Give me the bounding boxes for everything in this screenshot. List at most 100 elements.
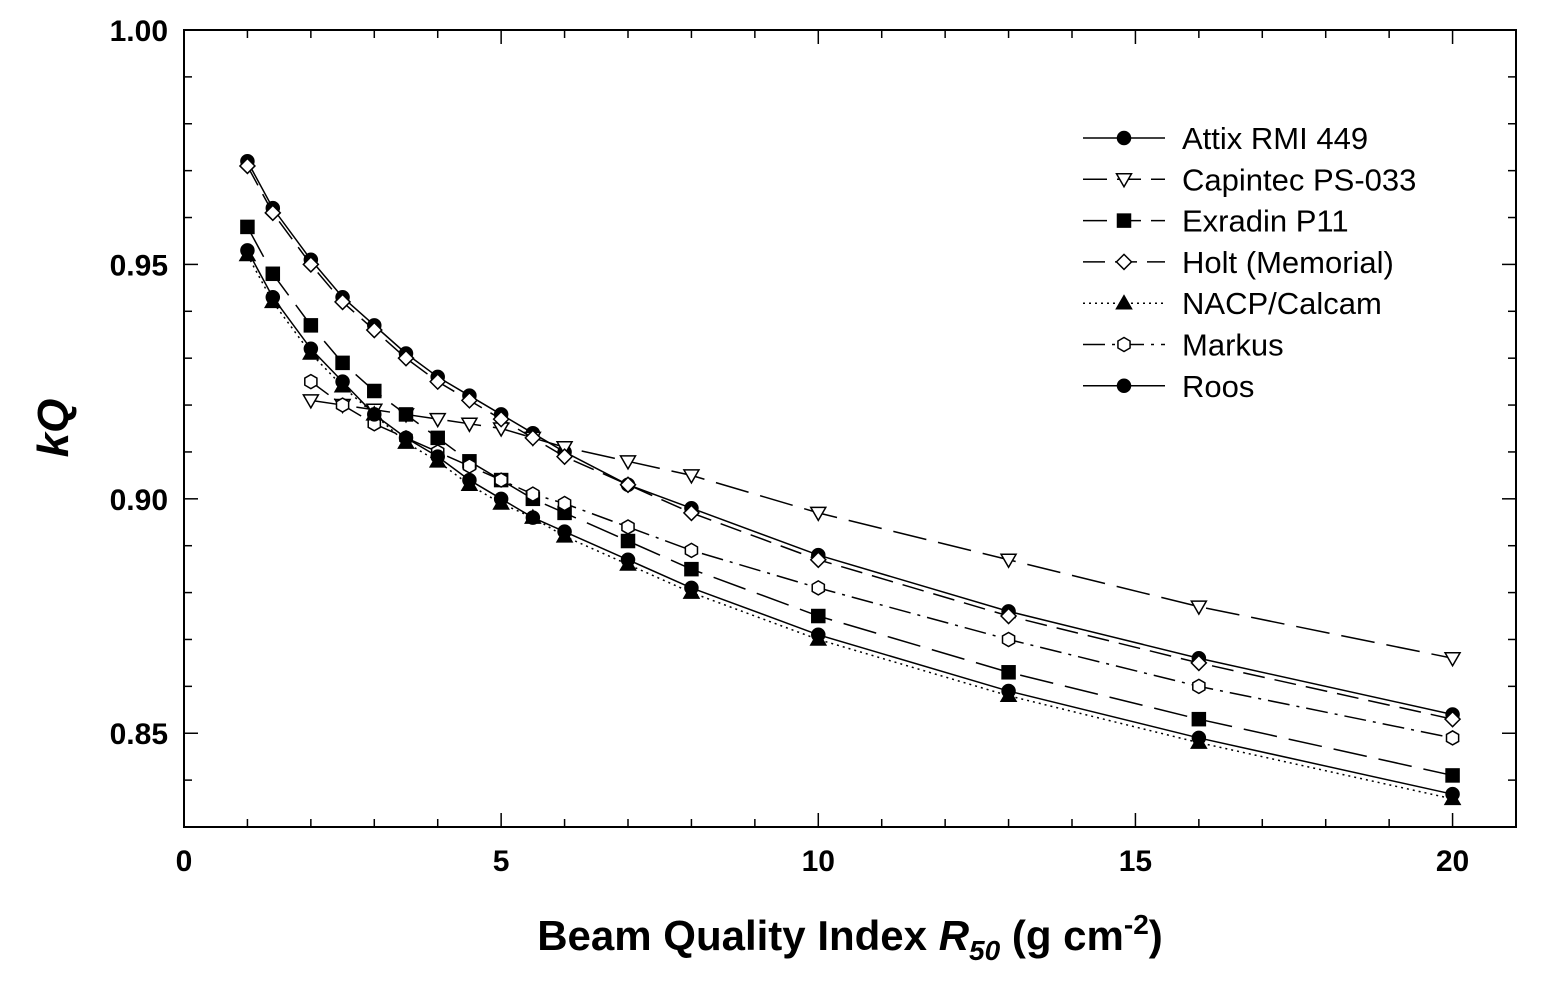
plot-frame (183, 29, 1517, 828)
data-point (429, 373, 447, 391)
series-6 (240, 243, 1460, 802)
data-point (365, 321, 383, 339)
data-point (398, 407, 414, 422)
legend-label: Exradin P11 (1182, 204, 1349, 239)
data-point (462, 472, 477, 488)
legend-marker (1115, 173, 1133, 189)
data-point (1443, 651, 1462, 668)
data-point (430, 430, 445, 446)
data-point (1445, 730, 1460, 746)
data-point (335, 374, 350, 389)
data-point (240, 243, 255, 258)
x-axis-title-sub: 50 (969, 935, 1001, 966)
data-point (265, 289, 281, 305)
data-point (809, 551, 827, 569)
legend-label: NACP/Calcam (1182, 286, 1382, 321)
legend-item: Markus (1083, 328, 1284, 363)
data-point (398, 430, 414, 446)
data-point (1191, 730, 1207, 746)
data-point (684, 561, 699, 577)
data-point (493, 491, 509, 507)
x-axis-title-unit-sup: -2 (1124, 909, 1149, 940)
data-point (1001, 683, 1016, 699)
data-point (1000, 607, 1018, 625)
legend-marker (1115, 253, 1133, 271)
data-point (682, 469, 701, 485)
data-point (1190, 600, 1208, 616)
data-point (999, 553, 1018, 569)
legend-label: Markus (1182, 328, 1284, 363)
data-point (557, 495, 572, 512)
data-point (238, 157, 256, 175)
data-point (1192, 678, 1206, 695)
data-point (460, 391, 478, 409)
series-5 (304, 373, 1460, 746)
data-point (682, 504, 700, 522)
x-axis-title: Beam Quality Index R50 (g cm-2) (537, 909, 1163, 966)
y-axis-title-q: Q (29, 399, 78, 433)
legend-label: Attix RMI 449 (1182, 121, 1368, 156)
legend-marker (1116, 378, 1132, 394)
data-point (1190, 654, 1208, 672)
x-tick-label: 0 (176, 845, 193, 878)
y-tick-label: 0.95 (110, 249, 168, 282)
data-point (811, 627, 826, 643)
legend-item: Attix RMI 449 (1083, 121, 1368, 156)
x-axis-title-unit-pre: (g cm (1000, 912, 1124, 959)
data-point (524, 429, 542, 447)
legend-item: Capintec PS-033 (1083, 162, 1416, 197)
data-point (335, 397, 350, 413)
series-layer (238, 154, 1462, 806)
legend-label: Roos (1182, 369, 1254, 404)
legend-marker (1115, 294, 1133, 310)
data-point (525, 510, 541, 525)
y-tick-label: 1.00 (110, 15, 168, 48)
data-point (811, 608, 826, 624)
legend-label: Capintec PS-033 (1182, 162, 1416, 197)
data-point (619, 455, 637, 471)
legend-marker (1116, 130, 1132, 146)
data-point (1445, 768, 1460, 783)
data-point (620, 552, 636, 568)
data-point (492, 410, 510, 428)
data-point (264, 204, 282, 222)
series-line (246, 226, 1453, 777)
data-point (335, 355, 350, 371)
legend-marker (1117, 336, 1131, 353)
data-point (462, 458, 477, 474)
data-point (240, 219, 255, 235)
data-point (1445, 786, 1460, 802)
series-line (310, 399, 1453, 659)
data-point (334, 293, 352, 311)
data-point (302, 394, 320, 410)
series-3 (238, 157, 1462, 728)
data-point (367, 407, 382, 422)
data-point (1191, 711, 1207, 727)
data-point (304, 373, 318, 390)
legend-label: Holt (Memorial) (1182, 245, 1394, 280)
axis-ticks (183, 29, 1517, 828)
data-point (556, 448, 574, 466)
data-point (684, 580, 699, 596)
series-line (310, 381, 1453, 739)
data-point (460, 417, 479, 433)
y-tick-label: 0.90 (110, 484, 168, 517)
data-point (428, 412, 447, 429)
legend: Attix RMI 449 Capintec PS-033 Exradin P11 H… (1083, 121, 1416, 404)
x-axis-title-var: R (939, 912, 970, 959)
tick-labels: 0 5 10 15 20 0.85 0.90 0.95 1.00 (110, 15, 1470, 878)
data-point (811, 580, 826, 596)
legend-item: NACP/Calcam (1083, 286, 1382, 321)
series-0 (240, 154, 1460, 722)
data-point (557, 524, 572, 539)
y-axis-title-k: k (29, 430, 78, 457)
data-point (303, 318, 319, 333)
data-point (619, 476, 637, 494)
data-point (494, 472, 508, 488)
legend-marker (1116, 213, 1132, 228)
x-tick-label: 20 (1436, 845, 1469, 878)
legend-item: Exradin P11 (1083, 204, 1349, 239)
data-point (1001, 631, 1016, 648)
x-axis-title-unit-post: ) (1149, 912, 1163, 959)
